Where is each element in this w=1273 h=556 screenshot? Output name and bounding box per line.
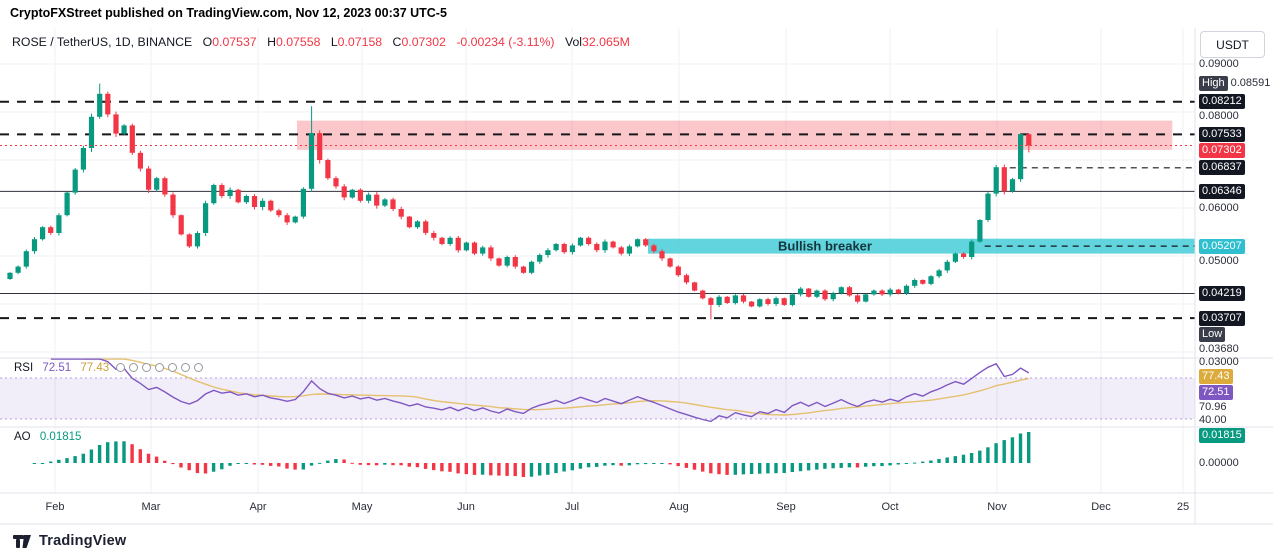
tradingview-logo-icon[interactable] [12,532,32,550]
rsi-line [50,358,1030,423]
symbol-title[interactable]: ROSE / TetherUS, 1D, BINANCE [12,35,193,49]
ohlc-low: L0.07158 [330,35,383,49]
price-axis-tick: 40.00 [1199,414,1227,426]
change-value: -0.00234 (-3.11%) [456,35,555,49]
price-axis-badge: 0.04219 [1199,286,1245,301]
rsi-ma-value: 77.43 [80,362,110,374]
rsi-option-dot[interactable] [181,363,191,372]
time-axis-month: Feb [45,501,65,513]
price-axis-tick: 0.05000 [1199,255,1239,267]
price-axis-tick: 0.06000 [1199,202,1239,214]
time-axis-month: Aug [669,501,689,513]
price-axis-tick: 0.09000 [1199,58,1239,70]
candles-group [7,83,1032,320]
ao-legend: AO 0.01815 [14,431,81,443]
price-axis-badge: Low [1199,327,1226,342]
price-axis-badge: 0.08212 [1199,94,1245,109]
time-axis-month: Sep [776,501,796,513]
ohlc-close: C0.07302 [392,35,446,49]
tradingview-wordmark[interactable]: TradingView [39,532,127,549]
price-axis-badge: 0.07533 [1199,127,1245,142]
ao-title[interactable]: AO [14,431,31,443]
time-axis-day: 25 [1176,501,1190,513]
price-axis-badge: 77.43 [1199,369,1233,384]
price-axis-badge: 0.07302 [1199,143,1245,158]
price-axis-tick: 70.96 [1199,401,1227,413]
time-axis-month: Jul [564,501,580,513]
rsi-value: 72.51 [42,362,72,374]
rsi-option-dot[interactable] [116,363,126,372]
time-axis-month: Jun [457,501,475,513]
rsi-options-dots[interactable] [112,362,204,374]
price-axis-badge: 0.06346 [1199,184,1245,199]
price-axis-tick: 0.03000 [1199,356,1239,368]
rsi-ma-line [83,358,1029,416]
time-axis-month: Nov [987,501,1007,513]
rsi-legend: RSI 72.51 77.43 [14,362,204,374]
currency-toggle-button[interactable]: USDT [1200,31,1265,58]
rsi-title[interactable]: RSI [14,362,34,374]
symbol-legend: ROSE / TetherUS, 1D, BINANCE O0.07537 H0… [12,35,630,49]
price-axis-badge: 0.06837 [1199,160,1245,175]
price-axis-badge: 72.51 [1199,385,1233,400]
rsi-band [0,378,1195,419]
volume-label: Vol [564,35,583,49]
price-axis-badge: 0.03707 [1199,311,1245,326]
time-axis-month: May [351,501,373,513]
price-axis-badge: 0.01815 [1199,428,1245,443]
price-axis[interactable]: 0.09000 High 0.08591 0.08212 0.08000 0.07533 0… [1196,0,1273,524]
price-axis-badge: High 0.08591 [1199,76,1270,91]
zone-label: Bullish breaker [778,239,872,254]
rsi-option-dot[interactable] [194,363,204,372]
ao-bars-group [32,432,1031,477]
ohlc-open: O0.07537 [202,35,257,49]
time-axis-month: Mar [141,501,161,513]
volume-value: 32.065M [582,35,630,49]
rsi-option-dot[interactable] [142,363,152,372]
zone-bullish-breaker [648,238,1195,254]
rsi-option-dot[interactable] [129,363,139,372]
price-axis-tick: 0.08000 [1199,110,1239,122]
ao-value: 0.01815 [39,431,82,443]
footer-bar: TradingView [0,525,1273,556]
time-axis-month: Dec [1091,501,1111,513]
time-axis-month: Oct [881,501,899,513]
time-axis[interactable]: Feb Mar Apr May Jun Jul Aug Sep Oct Nov Dec 25 [0,496,1195,522]
price-axis-badge: 0.05207 [1199,239,1245,254]
price-axis-tick: 0.03680 [1199,343,1239,355]
rsi-option-dot[interactable] [168,363,178,372]
ohlc-high: H0.07558 [267,35,321,49]
price-axis-tick: 0.00000 [1199,457,1239,469]
publisher-credit: CryptoFXStreet published on TradingView.… [10,6,447,20]
rsi-option-dot[interactable] [155,363,165,372]
time-axis-month: Apr [249,501,267,513]
